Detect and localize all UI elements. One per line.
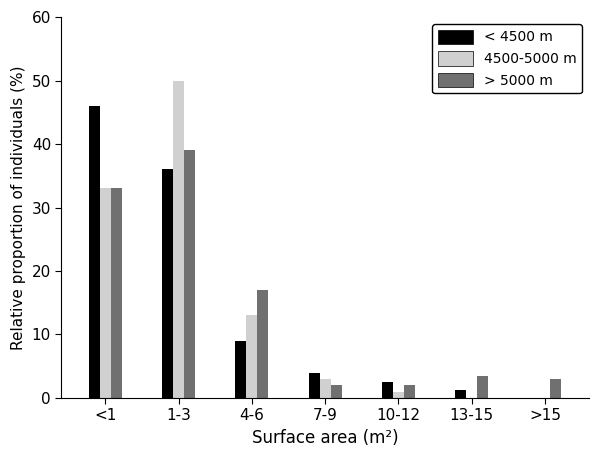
Bar (257, 290, 268, 398)
Bar (173, 81, 184, 398)
Bar (184, 150, 195, 398)
Bar (331, 385, 341, 398)
Bar (382, 382, 393, 398)
Bar (162, 169, 173, 398)
Legend: < 4500 m, 4500-5000 m, > 5000 m: < 4500 m, 4500-5000 m, > 5000 m (432, 24, 582, 93)
Bar (308, 372, 320, 398)
Bar (393, 392, 404, 398)
Bar (247, 316, 257, 398)
Bar (235, 341, 247, 398)
Bar (100, 189, 111, 398)
Bar (455, 390, 466, 398)
X-axis label: Surface area (m²): Surface area (m²) (252, 429, 398, 447)
Bar (89, 106, 100, 398)
Bar (477, 376, 488, 398)
Bar (111, 189, 122, 398)
Bar (550, 379, 562, 398)
Bar (320, 379, 331, 398)
Y-axis label: Relative proportion of individuals (%): Relative proportion of individuals (%) (11, 65, 26, 350)
Bar (404, 385, 415, 398)
